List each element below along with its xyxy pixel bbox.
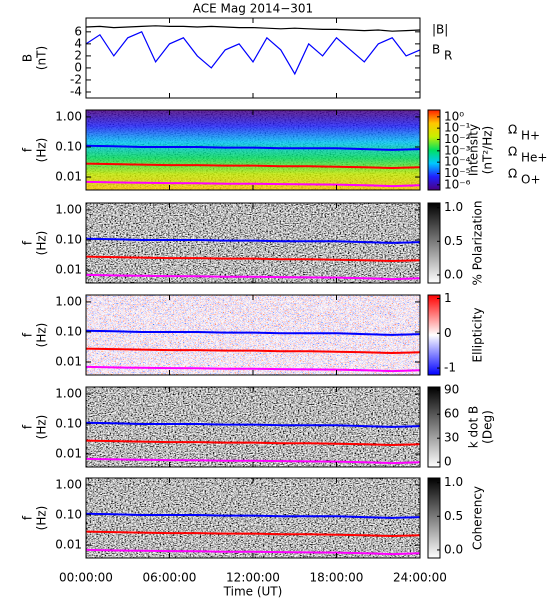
y-tick-label: 1.00 [55, 477, 82, 491]
colorbar [427, 386, 441, 468]
legend-label-subscript: R [444, 49, 452, 63]
series-line [85, 180, 421, 188]
colorbar-tick-label: 10⁻¹ [444, 121, 471, 135]
y-tick-label: 0.10 [55, 139, 82, 153]
y-axis-label: f [21, 424, 35, 429]
y-tick-label: 1.00 [55, 294, 82, 308]
colorbar [427, 202, 441, 284]
colorbar-tick-label: 30 [444, 431, 459, 445]
y-tick-label: 0 [74, 60, 82, 74]
y-axis-label: (Hz) [35, 231, 49, 256]
legend-label: Ω [508, 167, 517, 181]
colorbar-label: Intensity [467, 124, 481, 176]
series-line [85, 255, 421, 263]
colorbar-label: k dot B [467, 406, 481, 448]
series-line [85, 365, 421, 373]
y-axis-label: f [21, 240, 35, 245]
y-axis-label: (Hz) [35, 323, 49, 348]
colorbar-tick-label: 1 [444, 291, 452, 305]
legend-label-subscript: H+ [521, 129, 540, 143]
series-line [85, 273, 421, 281]
y-axis-label: f [21, 332, 35, 337]
chart-title: ACE Mag 2014−301 [193, 2, 313, 16]
y-tick-label: 0.01 [55, 355, 82, 369]
series-line [85, 25, 421, 32]
series-line [85, 329, 421, 336]
y-tick-label: -4 [70, 84, 82, 98]
legend-label: Ω [508, 145, 517, 159]
y-axis-label: f [21, 515, 35, 520]
colorbar-tick-label: 10⁻² [444, 132, 471, 146]
x-tick-label: 06:00:00 [143, 571, 197, 585]
colorbar-label: Coherency [471, 486, 485, 550]
colorbar-tick-label: 10⁻⁵ [444, 166, 471, 180]
x-tick-label: 00:00:00 [59, 571, 113, 585]
y-tick-label: 1.00 [55, 386, 82, 400]
colorbar [427, 109, 441, 191]
legend-label: |B| [432, 23, 448, 37]
y-tick-label: 0.10 [55, 507, 82, 521]
colorbar-tick-label: 10⁻⁴ [444, 155, 471, 169]
x-tick-label: 12:00:00 [226, 571, 280, 585]
colorbar-tick-label: 1.0 [444, 475, 463, 489]
colorbar-tick-label: 0.5 [444, 509, 463, 523]
y-tick-label: 0.10 [55, 324, 82, 338]
series-line [85, 421, 421, 428]
series-line [85, 347, 421, 355]
y-tick-label: 0.01 [55, 263, 82, 277]
y-tick-label: 4 [74, 36, 82, 50]
series-line [85, 237, 421, 244]
series-line [85, 144, 421, 151]
y-axis-label: (Hz) [35, 415, 49, 440]
series-line [85, 530, 421, 538]
y-axis-label: B [21, 54, 35, 62]
colorbar-tick-label: 0 [444, 326, 452, 340]
colorbar-tick-label: 0 [444, 455, 452, 469]
series-line [85, 548, 421, 556]
y-axis-label: f [21, 147, 35, 152]
y-tick-label: 6 [74, 24, 82, 38]
y-axis-label: (nT) [35, 46, 49, 70]
legend-label: B [432, 43, 440, 57]
colorbar-tick-label: 10⁰ [444, 109, 464, 123]
y-tick-label: 2 [74, 48, 82, 62]
series-line [85, 512, 421, 519]
legend-label-subscript: O+ [521, 173, 541, 187]
series-line [85, 162, 421, 170]
colorbar-tick-label: 0.0 [444, 267, 463, 281]
y-tick-label: 0.10 [55, 232, 82, 246]
series-line [85, 457, 421, 465]
y-tick-label: 1.00 [55, 109, 82, 123]
colorbar-tick-label: 0.0 [444, 542, 463, 556]
colorbar-tick-label: -1 [444, 361, 456, 375]
colorbar-tick-label: 60 [444, 407, 459, 421]
y-tick-label: 1.00 [55, 202, 82, 216]
colorbar-label: (nT²/Hz) [481, 126, 495, 174]
colorbar-tick-label: 1.0 [444, 200, 463, 214]
legend-label-subscript: He+ [521, 151, 547, 165]
colorbar-label: (Deg) [481, 410, 495, 444]
legend-label: Ω [508, 123, 517, 137]
y-tick-label: 0.01 [55, 170, 82, 184]
colorbar-label: Ellipticity [471, 308, 485, 363]
colorbar-tick-label: 10⁻⁶ [444, 177, 471, 191]
colorbar-tick-label: 10⁻³ [444, 143, 471, 157]
y-axis-label: (Hz) [35, 506, 49, 531]
y-axis-label: (Hz) [35, 138, 49, 163]
colorbar-label: % Polarization [471, 201, 485, 286]
y-tick-label: 0.01 [55, 447, 82, 461]
y-tick-label: 0.10 [55, 416, 82, 430]
series-line [85, 31, 421, 76]
x-tick-label: 24:00:00 [393, 571, 447, 585]
y-tick-label: 0.01 [55, 538, 82, 552]
colorbar [427, 294, 441, 376]
x-axis-label: Time (UT) [223, 585, 283, 599]
y-tick-label: -2 [70, 72, 82, 86]
x-tick-label: 18:00:00 [310, 571, 364, 585]
colorbar [427, 477, 441, 559]
colorbar-tick-label: 0.5 [444, 234, 463, 248]
series-line [85, 439, 421, 447]
colorbar-tick-label: 90 [444, 383, 459, 397]
